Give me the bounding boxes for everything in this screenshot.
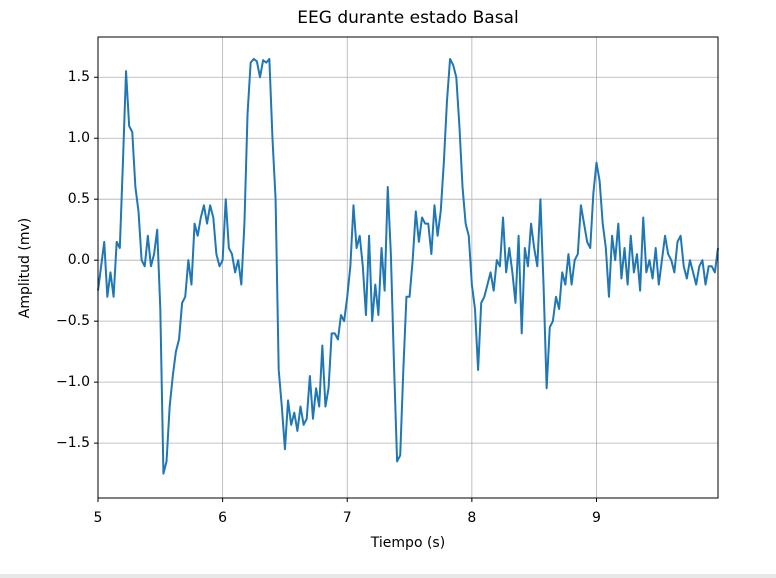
y-tick-label: −1.5 (56, 435, 90, 451)
x-axis-label: Tiempo (s) (370, 535, 445, 551)
x-tick-label: 9 (592, 510, 601, 526)
y-tick-label: −1.0 (56, 374, 90, 390)
plot-frame (97, 36, 719, 499)
x-tick-label: 6 (218, 510, 227, 526)
y-tick-label: −0.5 (56, 313, 90, 329)
x-tick-label: 7 (343, 510, 352, 526)
y-tick-label: 0.5 (68, 191, 90, 207)
y-tick-label: 1.0 (68, 130, 90, 146)
chart-title: EEG durante estado Basal (297, 8, 518, 28)
y-axis-label: Amplitud (mv) (17, 218, 33, 318)
bottom-bar (0, 574, 776, 578)
data-line (97, 57, 719, 475)
x-tick-label: 8 (467, 510, 476, 526)
x-tick-label: 5 (94, 510, 103, 526)
y-tick-label: 0.0 (68, 252, 90, 268)
y-tick-label: 1.5 (68, 69, 90, 85)
